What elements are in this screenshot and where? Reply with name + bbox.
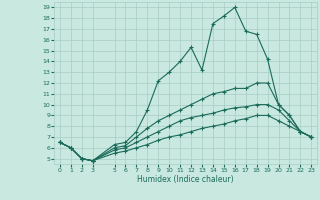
X-axis label: Humidex (Indice chaleur): Humidex (Indice chaleur) — [137, 175, 234, 184]
